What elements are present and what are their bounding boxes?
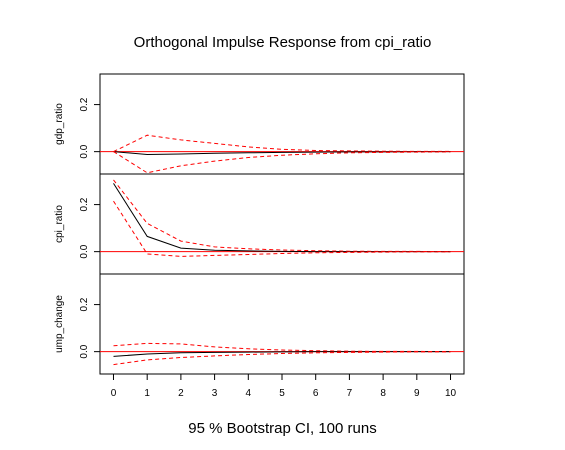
series-line-upper-0	[113, 134, 451, 153]
y-tick-label: 0.0	[79, 144, 90, 158]
y-tick-label: 0.2	[79, 97, 90, 111]
y-axis-label: ump_change	[54, 295, 65, 353]
series-line-upper-1	[113, 179, 451, 253]
x-tick-label: 1	[144, 388, 150, 399]
y-axis-label: cpi_ratio	[54, 205, 65, 243]
panel-frame-0	[99, 73, 465, 175]
x-tick-label: 7	[347, 388, 353, 399]
series-line-lower-0	[113, 151, 451, 174]
y-axis-label: gdp_ratio	[54, 103, 65, 145]
chart-title: Orthogonal Impulse Response from cpi_rat…	[133, 34, 432, 51]
x-tick-label: 3	[212, 388, 218, 399]
y-tick-label: 0.0	[79, 344, 90, 358]
series-line-lower-1	[113, 200, 451, 257]
panel-frame-1	[99, 173, 465, 275]
x-tick-label: 2	[178, 388, 184, 399]
x-tick-label: 5	[279, 388, 285, 399]
x-tick-label: 4	[246, 388, 252, 399]
x-tick-label: 0	[111, 388, 117, 399]
series-line-response-1	[113, 183, 451, 253]
series-line-upper-2	[113, 342, 451, 353]
y-tick-label: 0.2	[79, 197, 90, 211]
x-tick-label: 9	[414, 388, 420, 399]
series-line-lower-2	[113, 351, 451, 366]
chart-subtitle: 95 % Bootstrap CI, 100 runs	[188, 420, 377, 437]
y-tick-label: 0.0	[79, 244, 90, 258]
panel-frame-2	[99, 273, 465, 375]
y-tick-label: 0.2	[79, 297, 90, 311]
x-tick-label: 10	[445, 388, 457, 399]
x-tick-label: 6	[313, 388, 319, 399]
x-tick-label: 8	[380, 388, 386, 399]
